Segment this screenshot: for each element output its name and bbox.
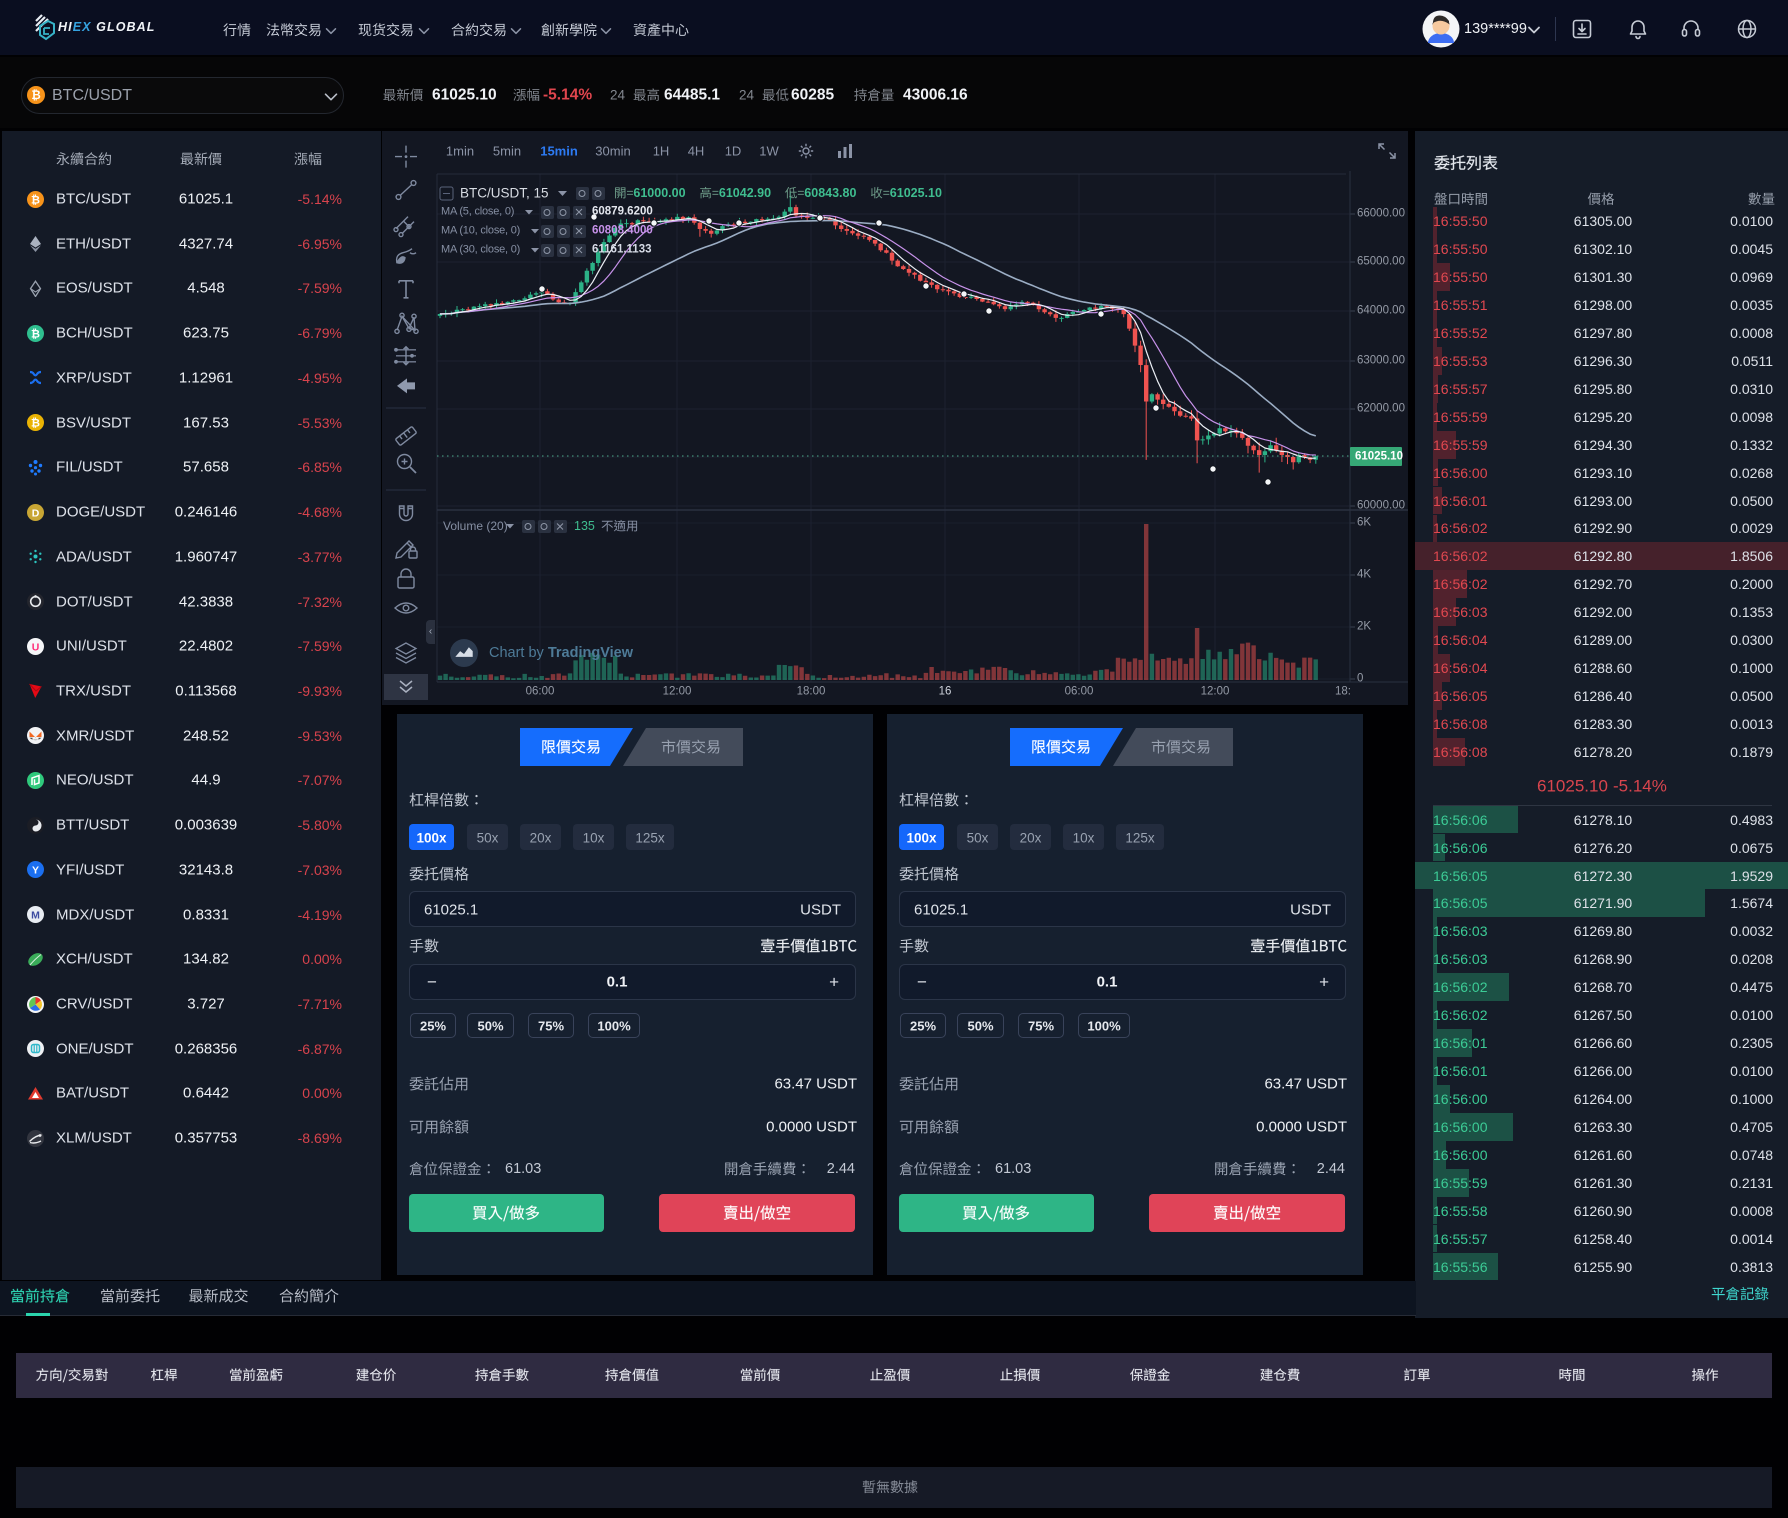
svg-text:₿: ₿ (31, 194, 40, 206)
svg-text:Y: Y (32, 865, 39, 877)
svg-text:₿: ₿ (31, 418, 40, 430)
svg-text:₿: ₿ (31, 328, 40, 340)
svg-text:₿: ₿ (31, 90, 40, 102)
svg-text:M: M (31, 909, 40, 921)
svg-text:D: D (32, 507, 40, 519)
svg-text:U: U (32, 641, 40, 653)
